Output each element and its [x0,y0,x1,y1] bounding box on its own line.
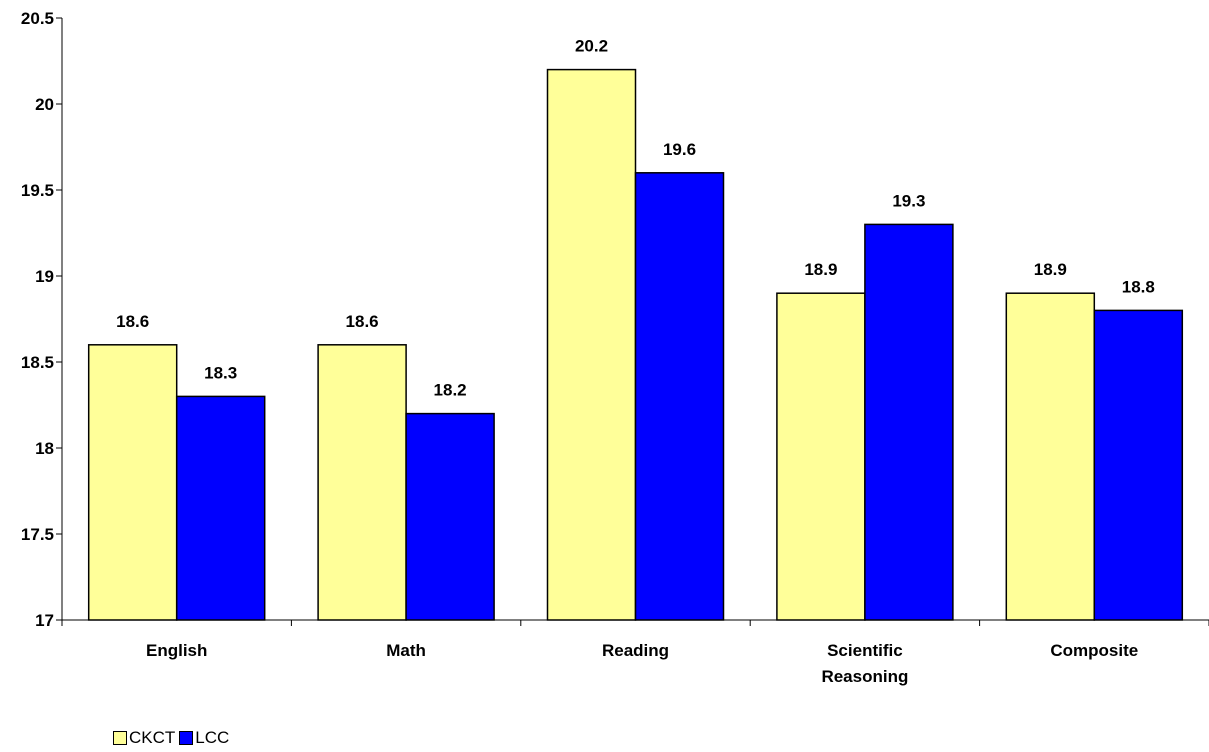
y-tick-label: 19 [35,267,54,286]
bar-ckct [87,344,178,621]
data-label: 19.3 [892,191,925,210]
legend-label-ckct: CKCT [129,728,176,747]
x-tick-label: Composite [1050,641,1138,660]
legend-swatch-ckct [113,731,127,745]
y-tick-label: 17 [35,611,54,630]
bar-ckct [776,292,866,621]
y-tick-label: 17.5 [21,525,54,544]
x-tick-label: Scientific Reasoning [821,641,908,686]
bar-ckct [546,68,637,621]
bar-lcc [1093,309,1184,621]
bar-lcc [864,223,954,621]
value-labels: 18.6 18.3 18.6 18.2 20.2 19.6 18.9 19.3 18.9 18.8 [116,37,1155,400]
x-tick-label: Reading [602,641,669,660]
bar-lcc [634,172,725,621]
legend-swatch-lcc [179,731,194,745]
x-axis: English Math Reading Scientific Reasoning Com… [61,619,1209,686]
data-label: 18.9 [804,260,837,279]
y-tick-label: 19.5 [21,181,54,200]
data-label: 18.2 [434,381,467,400]
data-label: 18.6 [116,312,149,331]
bar-ckct [317,344,407,621]
y-axis: 17 17.5 18 18.5 19 19.5 20 20.5 [21,9,63,630]
bars [87,68,1184,621]
x-tick-label: Math [386,641,426,660]
data-label: 18.9 [1034,260,1067,279]
y-tick-label: 18 [35,439,54,458]
legend-item-ckct: CKCT [113,728,175,748]
x-tick-label: English [146,641,207,660]
data-label: 18.3 [204,363,237,382]
bar-lcc [175,395,266,621]
bar-lcc [405,412,495,621]
legend-item-lcc: LCC [179,728,229,748]
data-label: 18.8 [1122,277,1155,296]
data-label: 18.6 [346,312,379,331]
y-tick-label: 20 [35,95,54,114]
y-tick-label: 20.5 [21,9,54,28]
data-label: 19.6 [663,140,696,159]
legend: CKCT LCC [113,728,233,748]
y-tick-label: 18.5 [21,353,54,372]
bar-ckct [1005,292,1096,621]
legend-label-lcc: LCC [195,728,230,747]
data-label: 20.2 [575,37,608,56]
